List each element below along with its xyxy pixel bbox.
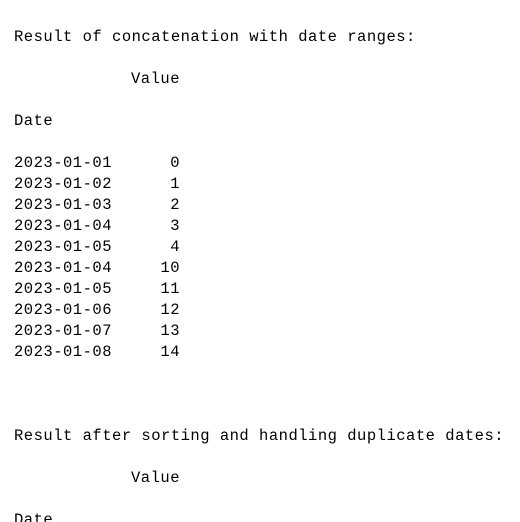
table-row: 2023-01-0612 xyxy=(14,300,520,321)
value-cell: 1 xyxy=(124,174,180,195)
table-row: 2023-01-0410 xyxy=(14,258,520,279)
table-row: 2023-01-043 xyxy=(14,216,520,237)
section2-col-header-line: Value xyxy=(14,468,520,489)
blank-line xyxy=(14,384,520,405)
table-row: 2023-01-032 xyxy=(14,195,520,216)
date-cell: 2023-01-03 xyxy=(14,195,124,216)
value-cell: 4 xyxy=(124,237,180,258)
value-cell: 13 xyxy=(124,321,180,342)
value-cell: 2 xyxy=(124,195,180,216)
date-cell: 2023-01-05 xyxy=(14,237,124,258)
table-row: 2023-01-021 xyxy=(14,174,520,195)
table-row: 2023-01-010 xyxy=(14,153,520,174)
table-row: 2023-01-054 xyxy=(14,237,520,258)
table-row: 2023-01-0814 xyxy=(14,342,520,363)
date-cell: 2023-01-08 xyxy=(14,342,124,363)
column-header: Value xyxy=(14,69,180,90)
terminal-output: Result of concatenation with date ranges… xyxy=(0,0,520,522)
column-header: Value xyxy=(14,468,180,489)
date-cell: 2023-01-01 xyxy=(14,153,124,174)
value-cell: 12 xyxy=(124,300,180,321)
date-cell: 2023-01-02 xyxy=(14,174,124,195)
date-cell: 2023-01-04 xyxy=(14,216,124,237)
section1-index-label: Date xyxy=(14,111,520,132)
section2-index-label: Date xyxy=(14,510,520,522)
section1-col-header-line: Value xyxy=(14,69,520,90)
value-cell: 0 xyxy=(124,153,180,174)
value-cell: 11 xyxy=(124,279,180,300)
date-cell: 2023-01-05 xyxy=(14,279,124,300)
date-cell: 2023-01-07 xyxy=(14,321,124,342)
date-cell: 2023-01-06 xyxy=(14,300,124,321)
value-cell: 14 xyxy=(124,342,180,363)
value-cell: 10 xyxy=(124,258,180,279)
section2-title: Result after sorting and handling duplic… xyxy=(14,426,520,447)
date-cell: 2023-01-04 xyxy=(14,258,124,279)
value-cell: 3 xyxy=(124,216,180,237)
table-row: 2023-01-0713 xyxy=(14,321,520,342)
section1-title: Result of concatenation with date ranges… xyxy=(14,27,520,48)
table-row: 2023-01-0511 xyxy=(14,279,520,300)
